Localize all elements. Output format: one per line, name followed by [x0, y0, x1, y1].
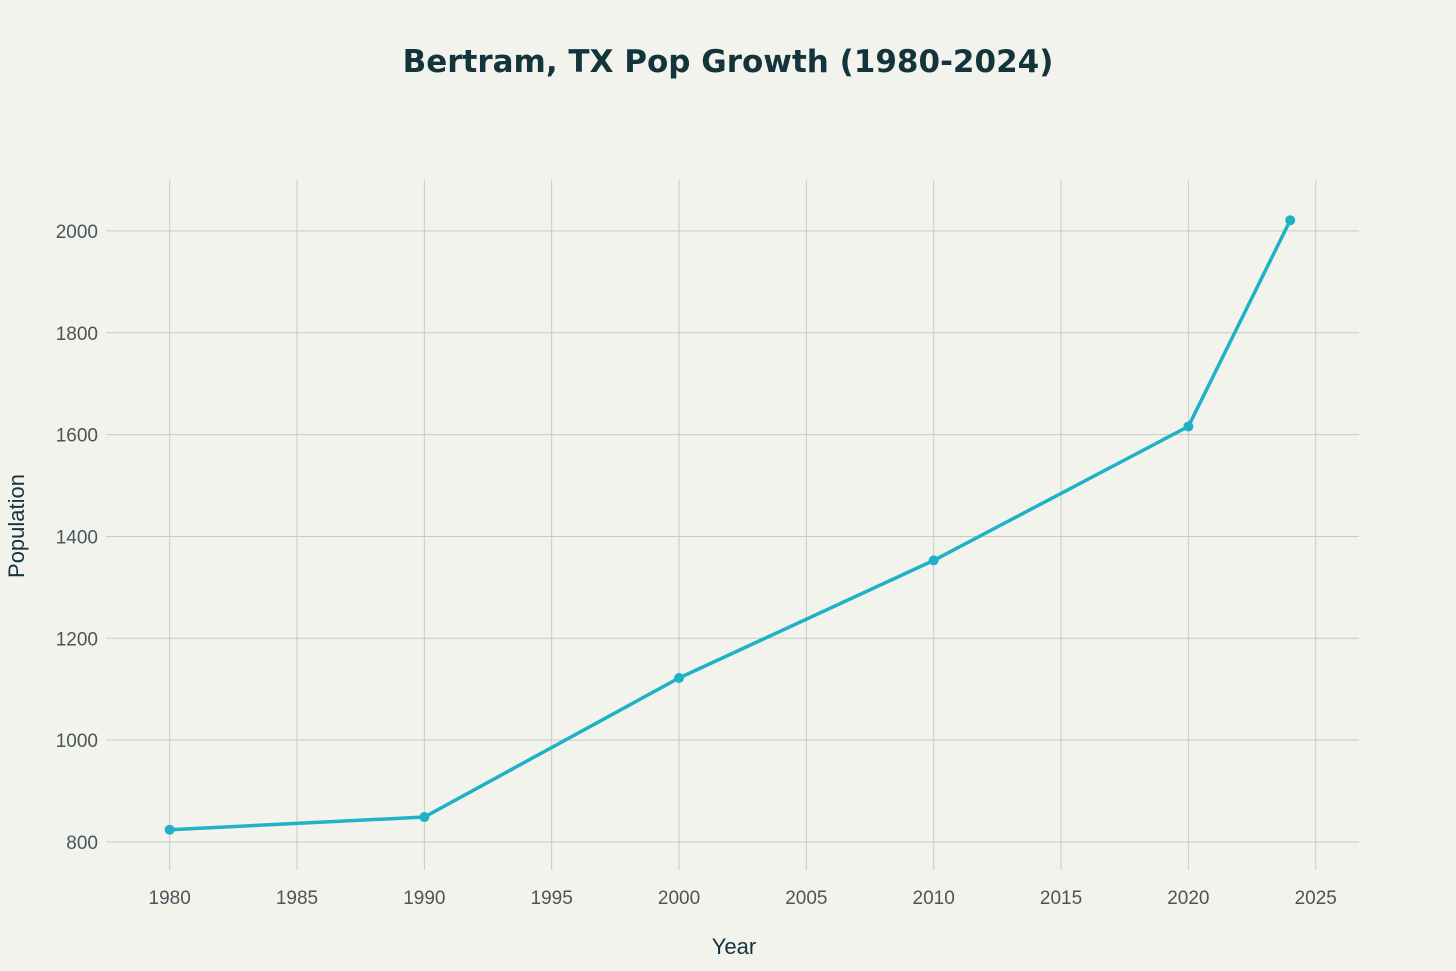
data-point-2020 [1183, 421, 1194, 432]
x-tick-label-2020: 2020 [1167, 888, 1209, 909]
x-tick-label-1980: 1980 [149, 888, 191, 909]
data-point-2000 [674, 673, 685, 684]
y-tick-label-1000: 1000 [56, 731, 98, 752]
x-tick-label-2015: 2015 [1040, 888, 1082, 909]
chart-title: Bertram, TX Pop Growth (1980-2024) [403, 44, 1054, 80]
data-point-1990 [419, 812, 430, 823]
series-line-0 [167, 218, 1292, 832]
series-group [164, 215, 1296, 835]
y-tick-label-1400: 1400 [56, 527, 98, 548]
x-gridlines [169, 180, 1317, 870]
y-tick-label-800: 800 [66, 833, 98, 854]
x-tick-label-2010: 2010 [913, 888, 955, 909]
y-tick-label-2000: 2000 [56, 222, 98, 243]
x-tick-label-1995: 1995 [531, 888, 573, 909]
y-tick-label-1600: 1600 [56, 426, 98, 447]
y-tick-labels: 800 1000 1200 1400 1600 1800 2000 [56, 222, 98, 854]
y-tick-label-1200: 1200 [56, 629, 98, 650]
x-tick-label-2025: 2025 [1295, 888, 1337, 909]
x-tick-label-2005: 2005 [785, 888, 827, 909]
x-axis-title: Year [712, 934, 756, 959]
x-tick-label-2000: 2000 [658, 888, 700, 909]
y-tick-label-1800: 1800 [56, 324, 98, 345]
data-point-1980 [164, 824, 175, 835]
y-axis-title: Population [4, 474, 29, 578]
x-tick-labels: 1980 1985 1990 1995 2000 2005 2010 2015 2020 2025 [149, 888, 1337, 909]
data-point-2024 [1285, 215, 1296, 226]
y-gridlines [106, 230, 1359, 843]
data-point-2010 [928, 555, 939, 566]
x-tick-label-1985: 1985 [276, 888, 318, 909]
x-tick-label-1990: 1990 [403, 888, 445, 909]
